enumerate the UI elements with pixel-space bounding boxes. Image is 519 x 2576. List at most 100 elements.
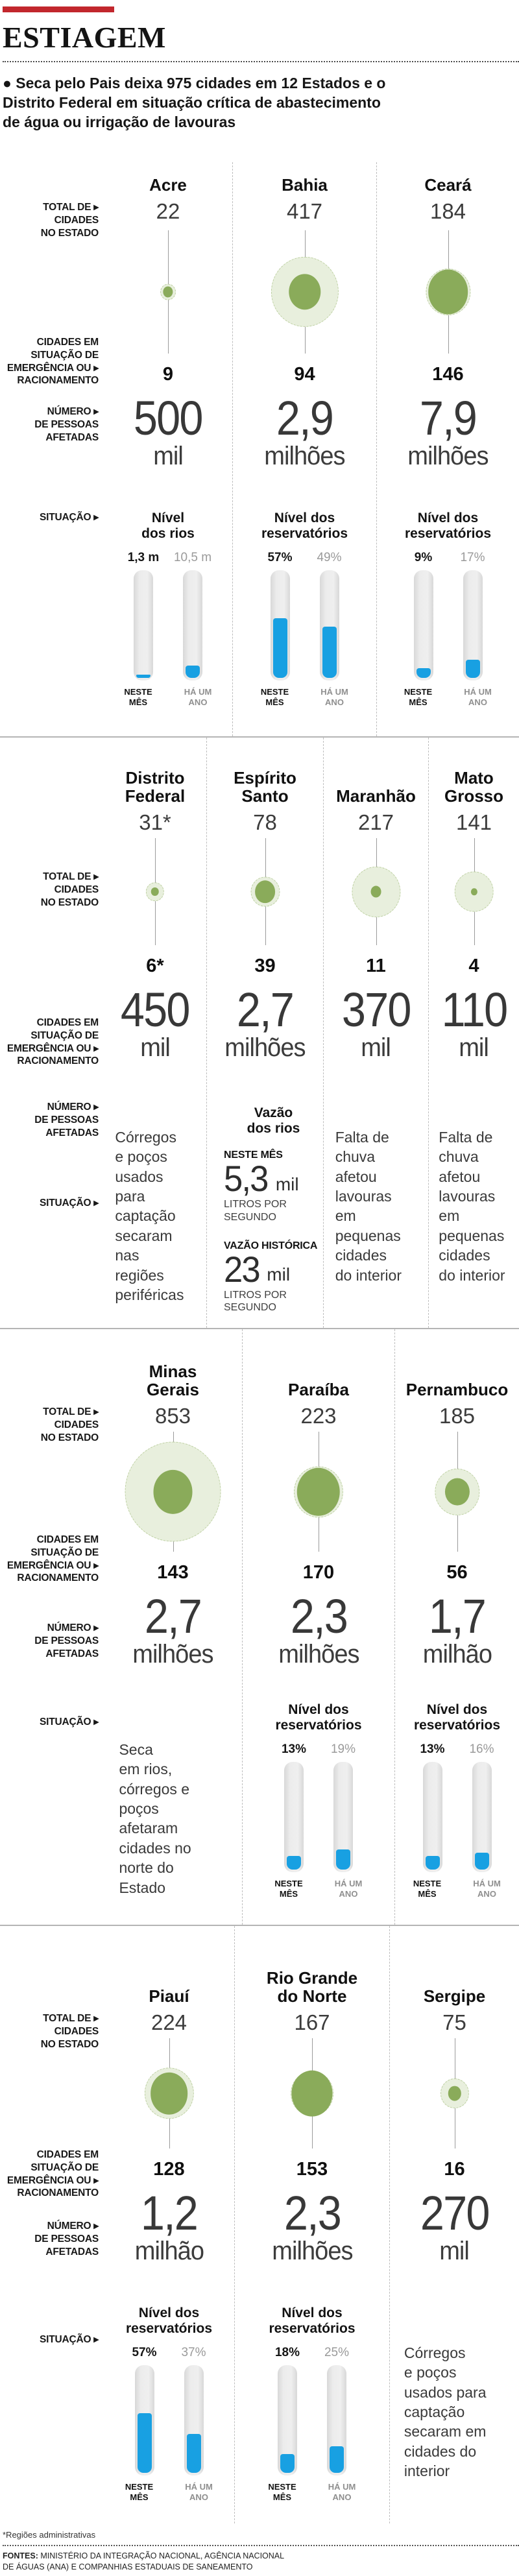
gauge-now-caption: NESTE MÊS — [260, 687, 289, 707]
emergency-cities-bubble — [444, 1478, 470, 1506]
people-affected-unit: milhões — [132, 1640, 213, 1669]
situation-title: Nível dos reservatórios — [413, 1702, 501, 1733]
bubble-chart — [104, 230, 232, 354]
intro-text: ● Seca pelo Pais deixa 975 cidades em 12… — [3, 75, 386, 130]
section-row-3: TOTAL DE ▸ CIDADES NO ESTADO CIDADES EM S… — [0, 1328, 519, 1925]
label-situation: SITUAÇÃO ▸ — [39, 2334, 99, 2345]
emergency-cities-value: 143 — [157, 1562, 189, 1583]
label-total: TOTAL DE ▸ CIDADES NO ESTADO — [40, 2013, 99, 2050]
footnote: *Regiões administrativas — [3, 2530, 96, 2540]
label-people: NÚMERO ▸ DE PESSOAS AFETADAS — [34, 2221, 99, 2257]
level-year-ago-value: 16% — [469, 1742, 494, 1757]
bubble-chart — [377, 230, 519, 354]
state-name: Paraíba — [288, 1379, 349, 1399]
total-cities-value: 167 — [294, 2010, 330, 2034]
level-now-value: 13% — [281, 1742, 307, 1757]
gauge-now — [422, 1762, 442, 1873]
state-name: Acre — [149, 175, 187, 195]
situation-block: Nível dos reservatórios 13% 19% NESTE MÊ… — [243, 1694, 394, 1899]
total-cities-value: 78 — [253, 810, 277, 834]
state-column-2: Paraíba 223 170 2,3 milhões Nível dos re… — [242, 1329, 394, 1925]
flow-historic-value: 23 — [224, 1248, 261, 1290]
total-cities-value: 223 — [300, 1404, 337, 1428]
state-column-1: Minas Gerais 853 143 2,7 milhões Seca em… — [104, 1329, 242, 1925]
gauge-year-ago — [183, 570, 202, 681]
gauge-year-ago-caption: HÁ UM ANO — [328, 2482, 356, 2502]
emergency-cities-bubble — [296, 1467, 341, 1516]
situation-title: Nível dos reservatórios — [404, 511, 492, 542]
section-row-4: TOTAL DE ▸ CIDADES NO ESTADO CIDADES EM S… — [0, 1925, 519, 2523]
emergency-cities-bubble — [291, 2070, 333, 2117]
gauge-year-ago-fill — [474, 1853, 489, 1870]
people-affected-value: 2,7 — [236, 983, 295, 1037]
section-row-2: TOTAL DE ▸ CIDADES NO ESTADO CIDADES EM S… — [0, 736, 519, 1328]
brand-red-bar — [3, 6, 114, 12]
level-now-value: 18% — [274, 2346, 300, 2360]
state-column-2: Bahia 417 94 2,9 milhões Nível dos reser… — [232, 162, 376, 736]
gauge-now-fill — [287, 1856, 301, 1870]
state-column-3: Maranhão 217 11 370 mil Falta de chuva a… — [323, 738, 428, 1328]
total-cities-value: 31* — [139, 810, 171, 834]
people-affected-value: 270 — [420, 2186, 490, 2240]
bubble-chart — [429, 838, 519, 945]
bubble-chart — [104, 838, 206, 945]
state-column-4: Mato Grosso 141 4 110 mil Falta de chuva… — [428, 738, 519, 1328]
level-now-value: 1,3 m — [127, 551, 160, 565]
emergency-cities-value: 128 — [153, 2159, 185, 2180]
situation-title: Nível dos reservatórios — [261, 511, 348, 542]
people-affected-unit: milhão — [134, 2237, 204, 2266]
total-cities-bubble — [145, 882, 165, 902]
emergency-cities-value: 153 — [296, 2159, 328, 2180]
label-emergency: CIDADES EM SITUAÇÃO DE EMERGÊNCIA OU ▸ R… — [6, 1017, 99, 1067]
state-name: Sergipe — [423, 1986, 486, 2006]
state-name: Espírito Santo — [234, 767, 296, 806]
total-cities-value: 185 — [439, 1404, 476, 1428]
situation-text: Falta de chuva afetou lavouras em pequen… — [335, 1129, 402, 1284]
row-labels: TOTAL DE ▸ CIDADES NO ESTADO CIDADES EM S… — [0, 738, 104, 1328]
state-name: Mato Grosso — [444, 767, 504, 806]
people-affected-unit: mil — [439, 2237, 470, 2266]
state-column-3: Ceará 184 146 7,9 milhões Nível dos rese… — [376, 162, 519, 736]
total-cities-value: 417 — [286, 199, 323, 223]
flow-historic-suffix: mil — [267, 1264, 291, 1285]
total-cities-value: 22 — [156, 199, 180, 223]
gauge-year-ago — [463, 570, 483, 681]
gauge-year-ago-caption: HÁ UM ANO — [334, 1879, 363, 1899]
gauge-now — [284, 1762, 304, 1873]
gauge-now-fill — [136, 675, 151, 679]
people-affected-unit: milhão — [422, 1640, 492, 1669]
people-affected-unit: milhões — [278, 1640, 359, 1669]
emergency-cities-value: 11 — [366, 956, 386, 976]
gauge-now-caption: NESTE MÊS — [125, 2482, 154, 2502]
emergency-cities-bubble — [151, 887, 160, 897]
emergency-cities-value: 146 — [432, 364, 464, 385]
people-affected-value: 1,7 — [428, 1589, 487, 1643]
sources-label: FONTES: — [3, 2551, 38, 2560]
total-cities-value: 184 — [429, 199, 466, 223]
row-labels: TOTAL DE ▸ CIDADES NO ESTADO CIDADES EM S… — [0, 1329, 104, 1925]
bubble-chart — [324, 838, 428, 945]
people-affected-value: 370 — [341, 983, 412, 1037]
people-affected-value: 2,3 — [284, 2186, 341, 2240]
emergency-cities-bubble — [448, 2086, 461, 2101]
state-sections: TOTAL DE ▸ CIDADES NO ESTADO CIDADES EM S… — [0, 162, 519, 2523]
situation-title: Vazão dos rios — [247, 1105, 300, 1137]
bubble-chart — [207, 838, 323, 945]
page-title: ESTIAGEM — [3, 21, 166, 54]
situation-block: Córregos e poços usados para captação se… — [104, 1098, 206, 1305]
emergency-cities-value: 6* — [146, 956, 164, 976]
people-affected-unit: mil — [361, 1033, 392, 1063]
label-situation: SITUAÇÃO ▸ — [39, 1716, 99, 1727]
sources-text: MINISTÉRIO DA INTEGRAÇÃO NACIONAL, AGÊNC… — [3, 2551, 285, 2571]
gauge-now-fill — [280, 2454, 295, 2474]
people-affected-unit: milhões — [224, 1033, 306, 1063]
gauge-year-ago-fill — [186, 2434, 201, 2474]
bubble-chart — [104, 1432, 242, 1552]
gauge-now — [134, 570, 153, 681]
emergency-cities-value: 4 — [468, 956, 479, 976]
emergency-cities-value: 39 — [254, 956, 276, 976]
dotted-rule-footer — [3, 2545, 519, 2546]
emergency-cities-value: 9 — [162, 364, 174, 385]
state-name: Ceará — [424, 175, 472, 195]
